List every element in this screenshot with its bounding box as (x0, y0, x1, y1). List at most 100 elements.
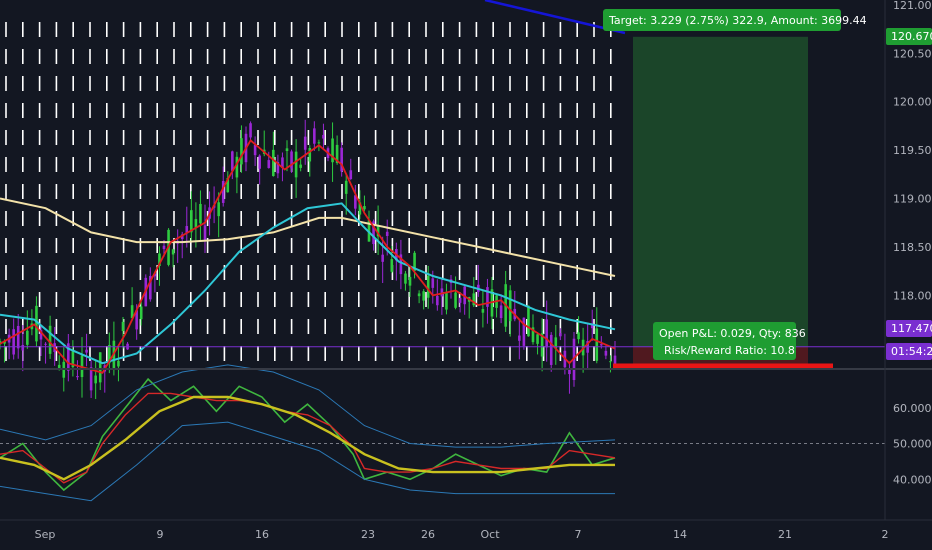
price-pane[interactable] (0, 0, 885, 400)
candle-body (518, 335, 521, 341)
candle-body (536, 334, 539, 344)
candle (267, 151, 271, 169)
candle (171, 248, 175, 268)
target-price-badge[interactable]: 120.670 (886, 28, 932, 45)
candle-body (385, 231, 389, 237)
candle (149, 267, 152, 302)
candle (499, 294, 503, 324)
position-overlays[interactable]: 120.670 117.470 01:54:24 Target: 3.229 (2.7… (0, 0, 932, 521)
candle (527, 305, 530, 337)
candle-body (372, 221, 375, 245)
candle (559, 328, 562, 341)
candle (522, 317, 526, 350)
target-info-box[interactable]: Target: 3.229 (2.75%) 322.9, Amount: 369… (603, 9, 867, 31)
price-tick-label: 120.000 (893, 96, 932, 109)
candle (568, 361, 571, 394)
time-tick-label: 26 (421, 528, 435, 541)
candle (158, 246, 161, 286)
candle (3, 339, 6, 363)
price-tick-label: 119.500 (893, 144, 932, 157)
candle (185, 206, 189, 248)
candle-body (522, 317, 526, 346)
countdown-badge[interactable]: 01:54:24 (886, 343, 932, 360)
candle-body (440, 288, 444, 297)
dash-grid (5, 22, 612, 361)
time-tick-label: 2 (882, 528, 889, 541)
candle-body (317, 142, 321, 144)
candle (445, 283, 448, 315)
candle-body (600, 344, 603, 346)
time-axis[interactable]: Sep 9 16 23 26 Oct 7 14 21 2 (35, 528, 889, 541)
candle-body (162, 245, 166, 250)
candle-body (322, 134, 325, 139)
candle-body (85, 349, 88, 353)
candle-body (139, 306, 143, 320)
candle (26, 310, 29, 349)
candle (545, 300, 548, 362)
candle (290, 149, 293, 173)
candle-body (481, 309, 485, 313)
candle (408, 266, 412, 297)
candle (194, 202, 198, 248)
candle-body (185, 226, 189, 234)
oscillator-pane[interactable] (0, 364, 885, 502)
candle (303, 119, 307, 165)
candle-body (376, 225, 380, 237)
candle-body (568, 368, 571, 375)
candle-body (89, 367, 93, 391)
pnl-info-box[interactable]: Open P&L: 0.029, Qty: 836 Risk/Reward Rat… (653, 322, 806, 360)
time-tick-label: Sep (35, 528, 56, 541)
candle-body (590, 324, 594, 329)
candle (340, 142, 343, 177)
pnl-info-bg (653, 322, 796, 360)
candle (294, 139, 298, 198)
candle (130, 287, 134, 322)
lower-band-line (0, 421, 615, 502)
candle-body (240, 138, 243, 165)
pnl-line-2: Risk/Reward Ratio: 10.8 (664, 344, 795, 357)
candle-body (253, 144, 257, 156)
time-tick-label: 21 (778, 528, 792, 541)
candle-body (281, 157, 284, 168)
current-price-badge[interactable]: 117.470 (886, 320, 932, 337)
target-price-badge-text: 120.670 (891, 30, 932, 43)
candle-body (258, 155, 261, 169)
time-tick-label: 23 (361, 528, 375, 541)
trend-line[interactable] (484, 0, 626, 35)
price-tick-label: 120.500 (893, 47, 932, 60)
candle (258, 154, 261, 185)
candle-body (527, 305, 530, 337)
candle (376, 205, 380, 255)
candle-body (609, 361, 612, 363)
candle (203, 204, 207, 254)
candle (413, 250, 416, 279)
oscillator-axis[interactable]: 60.000 50.000 40.000 (893, 402, 932, 487)
candle (190, 191, 193, 242)
time-tick-label: 7 (575, 528, 582, 541)
candle (595, 307, 599, 364)
candle (71, 340, 75, 377)
candle-body (226, 177, 230, 193)
candle (349, 158, 353, 181)
price-tick-label: 118.500 (893, 241, 932, 254)
candle-body (404, 273, 407, 284)
candle (276, 154, 280, 179)
candle-body (408, 276, 412, 286)
candle (240, 125, 243, 173)
candle-body (3, 340, 6, 344)
candle-body (108, 344, 111, 364)
time-tick-label: Oct (480, 528, 500, 541)
candle-body (431, 278, 435, 288)
candle-body (112, 340, 116, 370)
candle-body (272, 149, 275, 177)
rsi-line (0, 377, 616, 492)
candle-body (363, 206, 366, 210)
candle-body (235, 156, 239, 178)
candle-body (299, 164, 302, 168)
candle-body (57, 364, 61, 369)
price-axis[interactable]: 121.000 120.500 120.000 119.500 119.000 118.5… (893, 0, 932, 302)
target-zone (633, 36, 808, 347)
candle-body (285, 148, 289, 152)
target-price-badge-bg (886, 28, 932, 45)
